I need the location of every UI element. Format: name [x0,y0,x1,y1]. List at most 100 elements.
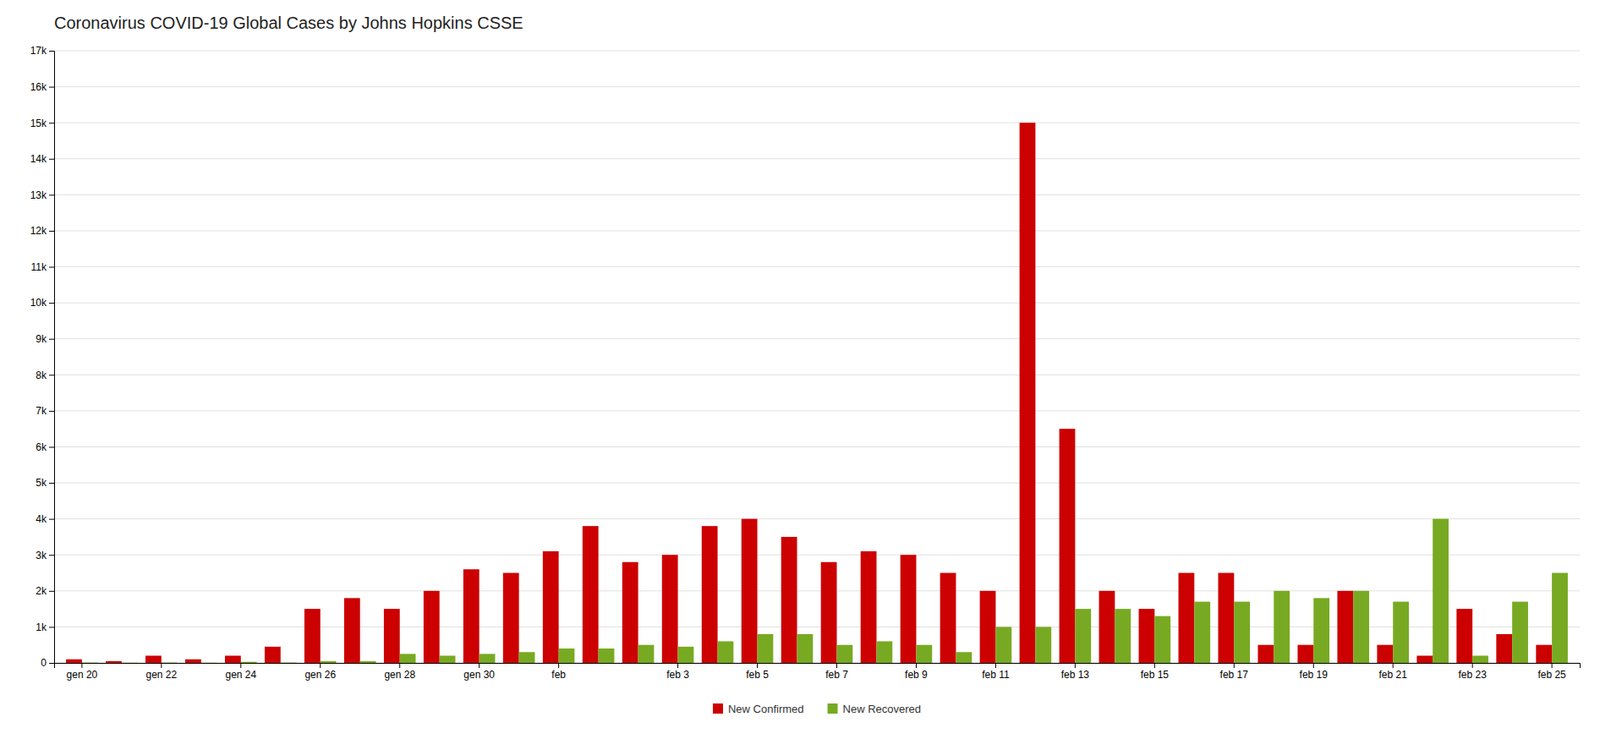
bar [781,536,798,664]
tick-label: gen 24 [224,668,257,681]
bar [1472,655,1489,664]
tick-mark [1074,663,1076,669]
grid-line [54,86,1580,88]
tick-label: 3k [35,549,48,562]
bar [503,573,520,664]
bar [598,648,615,664]
tick: 5k [35,476,55,489]
bar [423,591,440,664]
tick: 16k [30,81,55,94]
tick: gen 30 [463,663,495,681]
bar [955,652,972,664]
grid-line [54,446,1580,448]
tick-mark [49,122,55,124]
tick-label: 10k [30,296,48,309]
tick-mark [478,663,480,669]
title: Coronavirus COVID-19 Global Cases by Joh… [54,13,524,33]
grid-line [54,194,1580,196]
bar [224,655,242,664]
bar [1297,645,1314,664]
bar [1432,519,1449,664]
bar [1035,626,1052,664]
grid-line [54,482,1580,484]
tick-mark [915,663,917,669]
tick-mark [677,663,679,669]
tick: feb 3 [666,663,690,681]
tick: gen 22 [145,663,177,681]
bar [439,655,456,664]
grid-line [54,122,1580,124]
tick-mark [836,663,838,669]
bar [1551,573,1568,664]
bar [161,662,178,664]
bar [1194,602,1211,664]
bar [1273,591,1290,664]
tick-mark [1154,663,1156,669]
tick-mark [49,482,55,484]
bar [1495,634,1513,664]
tick: 6k [35,441,55,454]
grid-line [54,50,1580,52]
bar [280,662,297,664]
tick: gen 26 [304,663,336,681]
tick-mark [49,87,55,88]
bar [1456,608,1473,664]
tick-label: gen 20 [66,668,99,681]
grid-line [54,554,1580,556]
tick-label: gen 30 [463,668,495,681]
bar [741,519,758,664]
bar [82,662,99,664]
bar [1313,597,1330,664]
bar [797,634,814,664]
grid-line [54,518,1580,520]
tick-mark [49,663,55,664]
tick-mark [49,50,55,52]
y-axis: 01k2k3k4k5k6k7k8k9k10k11k12k13k14k15k16k… [30,44,55,669]
tick-mark [240,663,242,669]
tick-mark [319,663,321,669]
tick-label: 13k [30,189,48,202]
grid [54,50,1580,664]
grid-line [54,230,1580,231]
bar [821,562,838,664]
bar [121,662,138,664]
axis-line [49,51,55,664]
tick-label: 6k [35,441,48,454]
bar [65,659,83,664]
tick-label: feb 3 [666,668,690,681]
tick: 12k [30,224,55,237]
tick: feb [551,663,566,681]
tick: 1k [35,621,55,634]
tick-mark [995,663,997,669]
bar [1512,602,1529,664]
tick-mark [81,663,83,669]
bar [717,641,735,664]
bar [1392,602,1409,664]
tick-label: 5k [35,476,48,489]
tick-mark [49,339,55,340]
bar [519,652,536,664]
legend-swatch [827,703,839,714]
tick-mark [1233,663,1235,669]
bar [1416,655,1433,664]
tick-mark [1551,663,1553,669]
bar [582,526,599,664]
bar [1257,645,1274,664]
tick: feb 13 [1061,663,1091,681]
bar [542,551,559,664]
tick: gen 24 [224,663,257,681]
bar [915,645,932,664]
tick: 14k [30,153,55,165]
bar [1139,608,1156,664]
bar [1233,602,1250,664]
bar [145,655,162,664]
bar [1074,608,1091,664]
bar [995,626,1012,664]
bar [757,634,774,664]
bar [1178,573,1195,664]
tick-label: 17k [30,44,48,57]
tick-mark [160,663,162,669]
tick: feb 7 [825,663,849,681]
tick-label: gen 26 [304,668,336,681]
bar [940,573,957,664]
